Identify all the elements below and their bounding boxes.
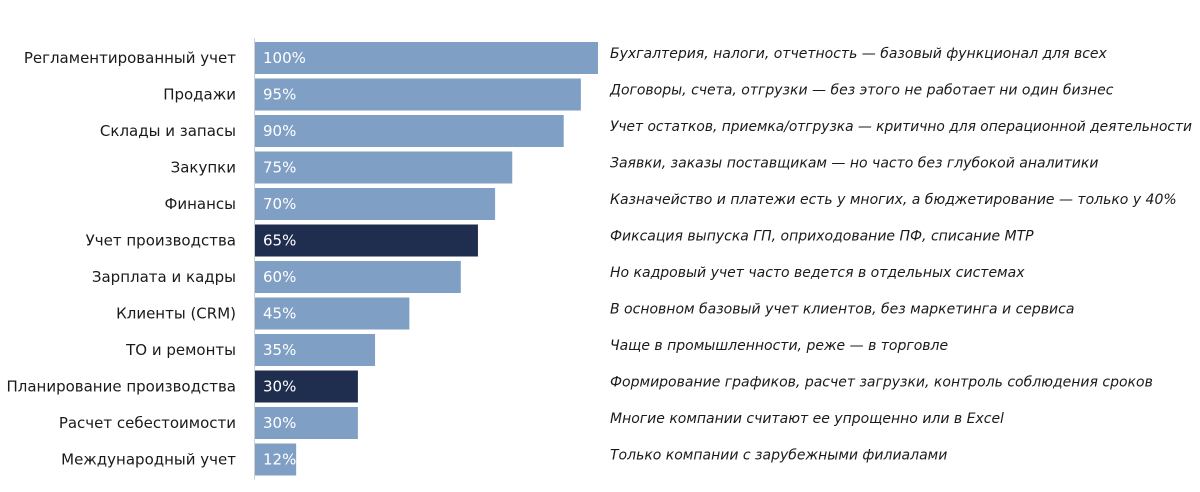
category-label-7: Зарплата и кадры — [92, 268, 236, 286]
value-label-9: 35% — [263, 341, 296, 359]
category-label-6: Учет производства — [86, 232, 236, 250]
annotation-10: Формирование графиков, расчет загрузки, … — [610, 375, 1153, 391]
value-label-11: 30% — [263, 414, 296, 432]
annotation-12: Только компании с зарубежными филиалами — [610, 448, 947, 464]
value-label-7: 60% — [263, 268, 296, 286]
annotation-2: Договоры, счета, отгрузки — без этого не… — [609, 83, 1114, 99]
bar-1 — [255, 42, 598, 74]
annotation-6: Фиксация выпуска ГП, оприходование ПФ, с… — [610, 229, 1034, 245]
category-label-9: ТО и ремонты — [125, 341, 236, 359]
category-label-12: Международный учет — [61, 451, 236, 469]
bar-2 — [255, 78, 581, 111]
annotation-4: Заявки, заказы поставщикам — но часто бе… — [610, 156, 1098, 172]
bars-layer — [255, 42, 598, 476]
category-label-3: Склады и запасы — [100, 122, 236, 140]
value-label-4: 75% — [263, 159, 296, 177]
bar-4 — [255, 151, 513, 184]
category-label-5: Финансы — [164, 195, 236, 213]
labels-layer: Регламентированный учет 100% Бухгалтерия, … — [6, 46, 1192, 469]
category-label-8: Клиенты (CRM) — [116, 305, 236, 323]
value-label-6: 65% — [263, 232, 296, 250]
bar-11 — [255, 407, 358, 439]
annotation-7: Но кадровый учет часто ведется в отдельн… — [610, 265, 1025, 281]
value-label-5: 70% — [263, 195, 296, 213]
value-label-3: 90% — [263, 122, 296, 140]
value-label-1: 100% — [263, 49, 306, 67]
bar-9 — [255, 334, 376, 366]
bar-3 — [255, 115, 564, 147]
bar-7 — [255, 261, 461, 293]
value-label-12: 12% — [263, 451, 296, 469]
annotation-5: Казначейство и платежи есть у многих, а … — [610, 192, 1177, 208]
bar-5 — [255, 188, 496, 220]
category-label-10: Планирование производства — [6, 378, 236, 396]
bar-8 — [255, 297, 410, 330]
annotation-3: Учет остатков, приемка/отгрузка — критич… — [610, 119, 1192, 135]
category-label-1: Регламентированный учет — [24, 49, 236, 67]
value-label-2: 95% — [263, 86, 296, 104]
annotation-8: В основном базовый учет клиентов, без ма… — [610, 302, 1074, 318]
category-label-2: Продажи — [163, 86, 236, 104]
bar-6 — [255, 224, 478, 257]
annotation-1: Бухгалтерия, налоги, отчетность — базовы… — [610, 46, 1108, 62]
bar-10 — [255, 370, 358, 403]
annotation-11: Многие компании считают ее упрощенно или… — [610, 411, 1004, 427]
annotation-9: Чаще в промышленности, реже — в торговле — [610, 338, 948, 354]
bar-12 — [255, 443, 297, 476]
value-label-8: 45% — [263, 305, 296, 323]
value-label-10: 30% — [263, 378, 296, 396]
category-label-4: Закупки — [171, 159, 236, 177]
category-label-11: Расчет себестоимости — [59, 414, 236, 432]
